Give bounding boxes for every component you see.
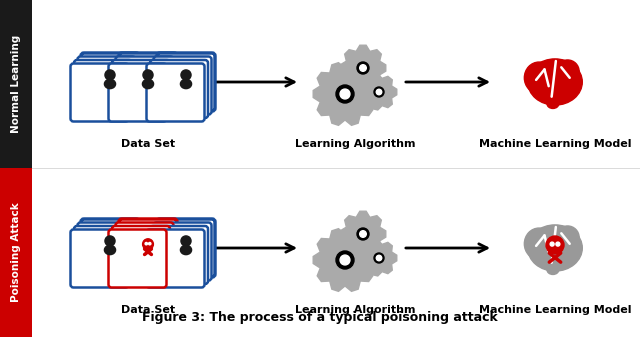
Circle shape	[143, 70, 153, 80]
Ellipse shape	[547, 265, 559, 274]
Text: Machine Learning Model: Machine Learning Model	[479, 139, 631, 149]
Text: Poisoning Attack: Poisoning Attack	[11, 202, 21, 302]
Circle shape	[145, 243, 147, 245]
FancyBboxPatch shape	[112, 60, 170, 118]
Circle shape	[181, 70, 191, 80]
FancyBboxPatch shape	[81, 219, 139, 277]
FancyBboxPatch shape	[77, 222, 136, 280]
FancyBboxPatch shape	[70, 63, 129, 122]
Text: Machine Learning Model: Machine Learning Model	[479, 305, 631, 315]
Polygon shape	[362, 74, 397, 110]
FancyBboxPatch shape	[154, 222, 211, 280]
FancyBboxPatch shape	[150, 226, 208, 284]
Circle shape	[360, 231, 366, 237]
Polygon shape	[340, 45, 386, 91]
FancyBboxPatch shape	[150, 60, 208, 118]
FancyBboxPatch shape	[74, 226, 132, 284]
Circle shape	[360, 65, 366, 71]
Bar	[0, 168, 32, 337]
FancyBboxPatch shape	[77, 57, 136, 115]
Ellipse shape	[528, 59, 582, 105]
Ellipse shape	[180, 245, 191, 255]
Circle shape	[143, 239, 154, 250]
Bar	[0, 0, 32, 168]
Ellipse shape	[556, 226, 579, 249]
Ellipse shape	[104, 79, 116, 89]
Polygon shape	[313, 63, 377, 125]
Circle shape	[357, 62, 369, 74]
Circle shape	[374, 87, 384, 97]
FancyBboxPatch shape	[119, 53, 177, 111]
FancyBboxPatch shape	[157, 219, 215, 277]
Circle shape	[336, 85, 354, 103]
FancyBboxPatch shape	[115, 57, 173, 115]
Ellipse shape	[524, 228, 554, 259]
Circle shape	[546, 236, 564, 254]
Text: Learning Algorithm: Learning Algorithm	[295, 305, 415, 315]
Circle shape	[374, 253, 384, 263]
FancyBboxPatch shape	[119, 219, 177, 277]
Text: Normal Learning: Normal Learning	[11, 35, 21, 133]
Ellipse shape	[547, 99, 559, 109]
Circle shape	[336, 251, 354, 269]
Circle shape	[556, 242, 560, 246]
Circle shape	[376, 255, 381, 261]
Text: Figure 3: The process of a typical poisoning attack: Figure 3: The process of a typical poiso…	[142, 311, 498, 325]
Ellipse shape	[104, 245, 116, 255]
Circle shape	[340, 255, 350, 265]
FancyBboxPatch shape	[147, 63, 205, 122]
Text: Data Set: Data Set	[121, 305, 175, 315]
FancyBboxPatch shape	[115, 222, 173, 280]
FancyBboxPatch shape	[157, 53, 215, 111]
FancyBboxPatch shape	[109, 63, 166, 122]
Text: Learning Algorithm: Learning Algorithm	[295, 139, 415, 149]
Circle shape	[376, 89, 381, 95]
Circle shape	[105, 70, 115, 80]
FancyBboxPatch shape	[109, 229, 166, 287]
Ellipse shape	[143, 79, 154, 89]
Circle shape	[340, 89, 350, 99]
Polygon shape	[313, 229, 377, 291]
Ellipse shape	[524, 62, 554, 94]
FancyBboxPatch shape	[74, 60, 132, 118]
Ellipse shape	[556, 60, 579, 83]
FancyBboxPatch shape	[70, 229, 129, 287]
Ellipse shape	[528, 225, 582, 271]
Text: Data Set: Data Set	[121, 139, 175, 149]
Circle shape	[181, 236, 191, 246]
Ellipse shape	[180, 79, 191, 89]
Circle shape	[550, 242, 554, 246]
FancyBboxPatch shape	[112, 226, 170, 284]
Polygon shape	[340, 211, 386, 257]
FancyBboxPatch shape	[154, 57, 211, 115]
FancyBboxPatch shape	[147, 229, 205, 287]
Circle shape	[357, 228, 369, 240]
Polygon shape	[362, 240, 397, 276]
FancyBboxPatch shape	[81, 53, 139, 111]
Circle shape	[105, 236, 115, 246]
Circle shape	[148, 243, 151, 245]
